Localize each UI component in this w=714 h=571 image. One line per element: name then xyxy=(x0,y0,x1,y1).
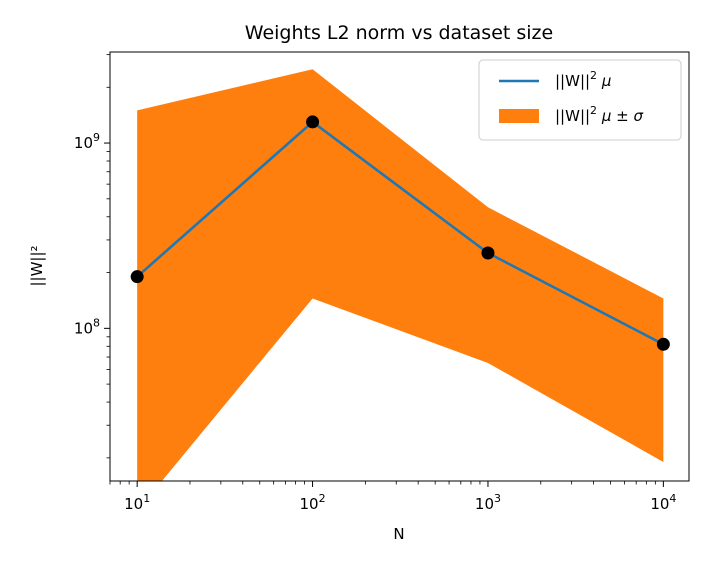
mean-point xyxy=(306,115,320,129)
y-tick-label: 108 xyxy=(74,316,100,337)
legend-entry-label: ||W||2 μ xyxy=(555,69,611,90)
x-tick-label: 101 xyxy=(124,492,150,513)
x-tick-label: 104 xyxy=(650,492,676,513)
axes-frame xyxy=(109,51,690,482)
mean-point xyxy=(130,270,144,284)
mean-line xyxy=(136,120,664,346)
sigma-band xyxy=(137,69,664,481)
x-tick-label: 102 xyxy=(300,492,326,513)
plot-content xyxy=(130,69,670,481)
y-tick-label: 109 xyxy=(74,131,100,152)
x-axis-label: N xyxy=(393,525,404,543)
mean-point xyxy=(656,337,670,351)
legend-band-swatch xyxy=(499,109,539,123)
plot-area: 101 102 103 104 108 109 xyxy=(74,51,690,513)
y-axis-label: ||W||² xyxy=(28,245,46,286)
legend: ||W||2 μ ||W||2 μ ± σ xyxy=(478,59,682,141)
x-tick-label: 103 xyxy=(475,492,501,513)
chart-title: Weights L2 norm vs dataset size xyxy=(245,22,553,44)
legend-entry-label: ||W||2 μ ± σ xyxy=(555,104,643,125)
mean-point xyxy=(481,246,495,260)
